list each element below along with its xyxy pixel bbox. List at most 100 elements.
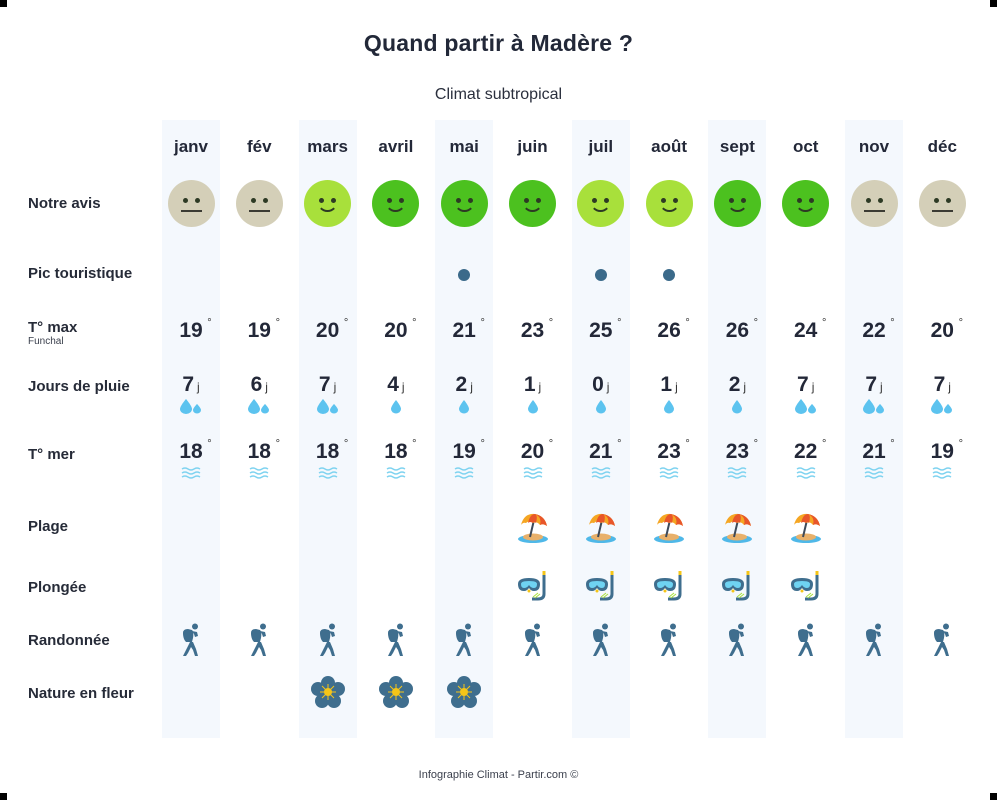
tmax-cell: 19 °: [225, 317, 293, 343]
hiking-cell: [157, 623, 225, 662]
page-subtitle: Climat subtropical: [434, 86, 563, 103]
sea-number: 21: [589, 440, 613, 463]
rain-number: 7: [933, 373, 946, 396]
degree-symbol: °: [617, 438, 622, 450]
hiking-cell: [499, 623, 567, 662]
flower-icon: [294, 676, 362, 713]
hiking-cell: [225, 623, 293, 662]
month-header: juil: [588, 137, 614, 156]
rain-drops-icon: [567, 398, 635, 414]
rain-number: 2: [728, 373, 741, 396]
face-mouth: [658, 200, 680, 212]
corner-mark-bl: [0, 793, 7, 800]
tmax-value: 26 °: [657, 317, 689, 343]
tmax-number: 20: [315, 319, 340, 342]
face-mouth: [317, 200, 339, 212]
rating-cell: [772, 180, 840, 227]
tmax-cell: 25 °: [567, 317, 635, 343]
tmax-cell: 22 °: [840, 317, 908, 343]
sea-cell: 19 °: [908, 438, 976, 479]
sea-waves-icon: [840, 466, 908, 479]
rain-number: 7: [797, 373, 809, 396]
face-mouth: [726, 200, 748, 212]
face-mouth: [795, 200, 817, 212]
rain-drops-icon: [840, 398, 908, 414]
face-mouth: [453, 200, 475, 212]
tmax-number: 22: [862, 319, 886, 342]
face-eye: [182, 198, 188, 203]
degree-symbol: °: [548, 438, 554, 450]
degree-symbol: °: [685, 438, 690, 450]
peak-cell: [430, 269, 498, 281]
sea-value: 23 °: [657, 438, 689, 464]
snorkel-mask-icon: [567, 570, 635, 607]
rain-drops-icon: [362, 398, 430, 414]
day-unit: j: [743, 380, 747, 394]
sea-cell: 18 °: [157, 438, 225, 479]
snorkel-mask-icon: [499, 570, 567, 607]
face-eye: [250, 198, 256, 203]
tmax-value: 25 °: [589, 317, 621, 343]
tmax-cell: 19 °: [157, 317, 225, 343]
sea-waves-icon: [294, 466, 362, 479]
tmax-value: 20 °: [384, 317, 416, 343]
hiking-cell: [635, 623, 703, 662]
sea-value: 18 °: [384, 438, 416, 464]
tmax-value: 19 °: [179, 317, 211, 343]
day-unit: j: [401, 380, 405, 394]
hiker-icon: [703, 623, 771, 662]
degree-symbol: °: [753, 438, 759, 450]
degree-symbol: °: [685, 317, 690, 329]
sea-number: 18: [315, 440, 340, 463]
rating-cell: [567, 180, 635, 227]
sea-number: 18: [179, 440, 203, 463]
hiking-cell: [294, 623, 362, 662]
month-header: sept: [719, 137, 755, 156]
tmax-cell: 20 °: [362, 317, 430, 343]
sea-cell: 22 °: [772, 438, 840, 479]
tmax-value: 20 °: [315, 317, 348, 343]
flowers-cell: [294, 676, 362, 713]
sea-number: 19: [452, 440, 476, 463]
beach-umbrella-icon: [567, 511, 635, 548]
tmax-value: 21 °: [453, 317, 485, 343]
degree-symbol: °: [548, 317, 554, 329]
sea-waves-icon: [157, 466, 225, 479]
sea-value: 22 °: [794, 438, 826, 464]
day-unit: j: [948, 380, 951, 394]
face-mouth: [385, 200, 407, 212]
hiker-icon: [499, 623, 567, 662]
hiker-icon: [772, 623, 840, 662]
degree-symbol: °: [958, 438, 963, 450]
sea-cell: 21 °: [567, 438, 635, 479]
row-label-tmax: T° max: [28, 319, 78, 336]
row-label-rain: Jours de pluie: [28, 378, 130, 395]
neutral-face-icon: [167, 180, 215, 227]
rain-number: 4: [387, 373, 399, 396]
row-label-diving: Plongée: [28, 579, 87, 596]
beach-cell: [567, 511, 635, 548]
degree-symbol: °: [275, 317, 280, 329]
face-eye: [262, 198, 268, 203]
hiker-icon: [908, 623, 976, 662]
diving-cell: [772, 570, 840, 607]
tmax-number: 20: [384, 319, 408, 342]
flower-icon: [430, 676, 498, 713]
tmax-number: 26: [725, 319, 750, 342]
degree-symbol: °: [821, 438, 827, 450]
hiker-icon: [430, 623, 498, 662]
rain-number: 7: [865, 373, 877, 396]
rain-drops-icon: [499, 398, 567, 414]
snorkel-mask-icon: [635, 570, 703, 607]
